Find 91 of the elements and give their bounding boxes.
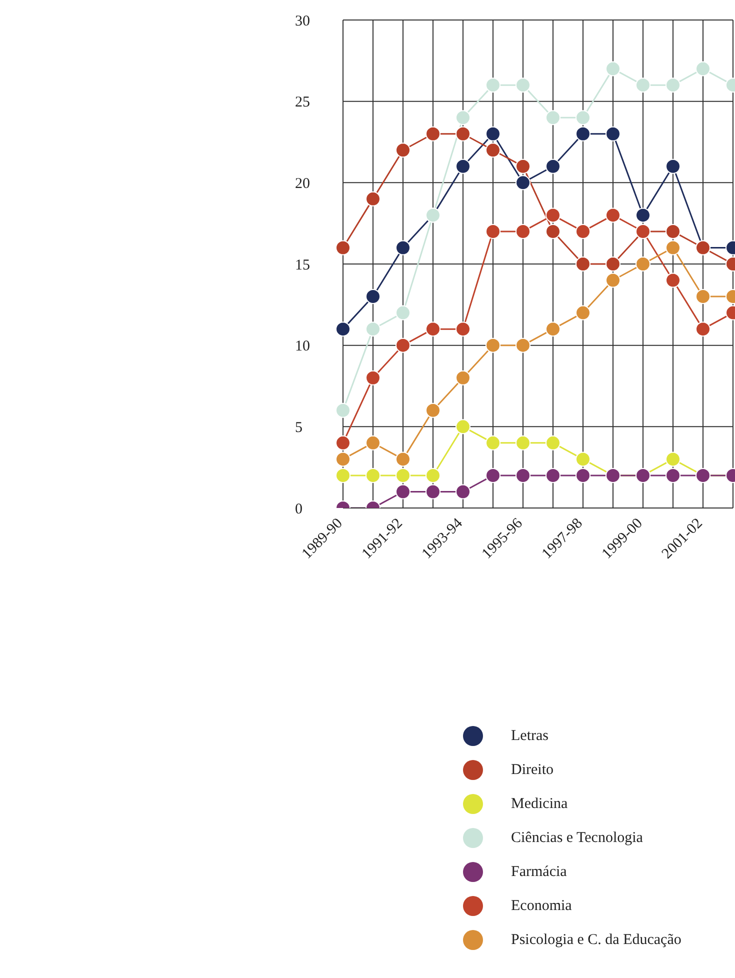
point [606, 61, 620, 76]
point [396, 452, 410, 467]
point [396, 338, 410, 353]
point [546, 435, 560, 450]
y-tick-label: 30 [295, 13, 310, 30]
point [636, 256, 650, 272]
point [396, 240, 410, 256]
point [426, 484, 440, 500]
point [576, 256, 590, 272]
point [456, 484, 470, 500]
point [486, 78, 500, 93]
point [576, 452, 590, 467]
point [546, 158, 560, 174]
point [666, 240, 680, 256]
point [366, 435, 380, 450]
point [426, 126, 440, 142]
point [546, 224, 560, 239]
point [696, 61, 710, 76]
y-tick-label: 5 [295, 420, 302, 436]
point [336, 452, 350, 467]
y-tick-label: 20 [295, 176, 310, 192]
point [456, 126, 470, 142]
point [576, 110, 590, 126]
point [666, 452, 680, 467]
point [516, 224, 530, 239]
point [486, 338, 500, 353]
y-tick-label: 0 [295, 501, 302, 518]
point [516, 78, 530, 93]
point [516, 158, 530, 174]
point [516, 435, 530, 450]
legend-label: Economia [511, 898, 572, 914]
point [606, 208, 620, 223]
point [456, 158, 470, 174]
point [486, 468, 500, 483]
point [396, 305, 410, 320]
point [696, 322, 710, 337]
legend-label: Letras [511, 728, 548, 744]
legend-label: Farmácia [511, 864, 567, 880]
point [426, 402, 440, 418]
point [546, 322, 560, 337]
point [606, 256, 620, 272]
point [336, 435, 350, 450]
point [486, 126, 500, 142]
point [576, 224, 590, 239]
point [666, 224, 680, 239]
point [336, 322, 350, 337]
y-tick-label: 15 [295, 257, 310, 274]
point [426, 322, 440, 337]
point [486, 224, 500, 239]
y-tick-label: 25 [295, 94, 310, 111]
y-tick-label: 10 [295, 338, 310, 355]
point [546, 468, 560, 483]
legend-label: Direito [511, 762, 554, 778]
point [396, 468, 410, 483]
point [696, 289, 710, 304]
point [366, 191, 380, 206]
point [396, 142, 410, 158]
point [456, 419, 470, 434]
point [516, 338, 530, 353]
point [576, 468, 590, 483]
point [336, 402, 350, 418]
point [366, 289, 380, 304]
point [456, 322, 470, 337]
point [666, 158, 680, 174]
point [606, 126, 620, 142]
point [336, 240, 350, 256]
point [456, 110, 470, 126]
point [456, 370, 470, 386]
point [366, 370, 380, 386]
legend-label: Psicologia e C. da Educação [511, 932, 682, 948]
point [606, 272, 620, 288]
point [666, 272, 680, 288]
point [516, 175, 530, 190]
point [426, 468, 440, 483]
point [666, 78, 680, 93]
point [366, 468, 380, 483]
point [396, 484, 410, 500]
point [366, 322, 380, 337]
point [576, 126, 590, 142]
point [576, 305, 590, 320]
point [546, 208, 560, 223]
point [636, 78, 650, 93]
point [336, 468, 350, 483]
point [486, 142, 500, 158]
point [666, 468, 680, 483]
legend-label: Medicina [511, 796, 568, 812]
point [516, 468, 530, 483]
point [636, 208, 650, 223]
legend-label: Ciências e Tecnologia [511, 830, 643, 846]
point [546, 110, 560, 126]
point [486, 435, 500, 450]
